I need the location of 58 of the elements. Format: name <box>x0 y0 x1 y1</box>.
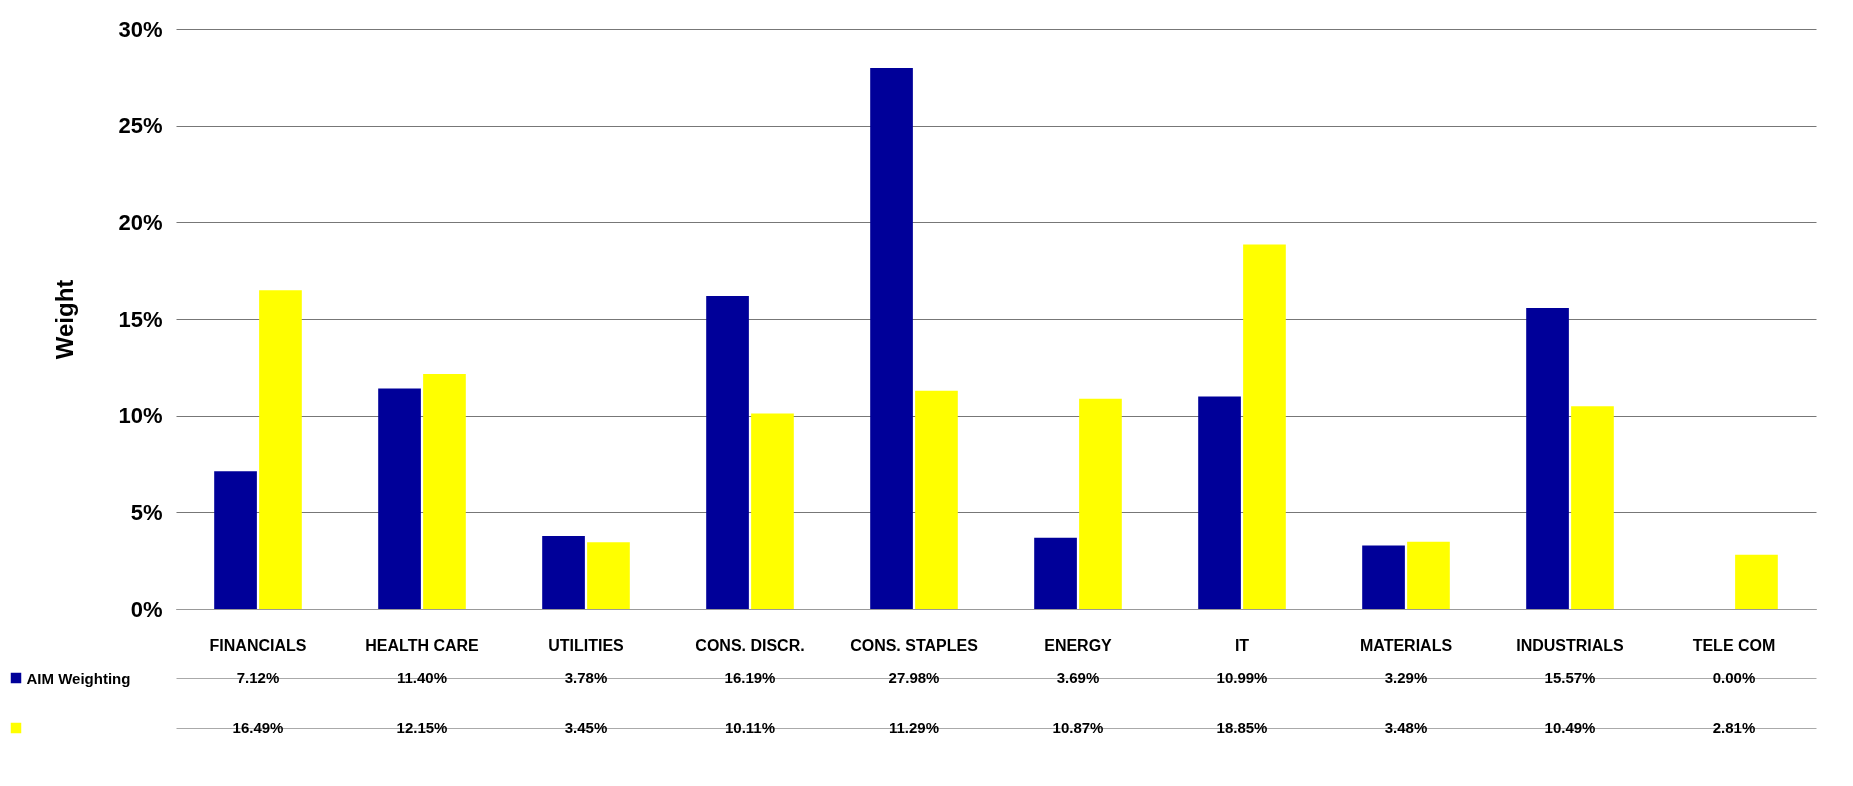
y-tick-label: 0% <box>130 596 163 622</box>
data-label: 16.49% <box>232 719 284 736</box>
data-label: 3.48% <box>1384 719 1428 736</box>
bar <box>214 471 257 609</box>
data-label: 10.87% <box>1052 719 1104 736</box>
bar <box>587 542 630 609</box>
data-label: 3.45% <box>564 719 608 736</box>
data-label: 2.81% <box>1712 719 1756 736</box>
x-tick-label: INDUSTRIALS <box>1516 636 1625 654</box>
data-label: 10.11% <box>724 719 776 736</box>
data-label: 27.98% <box>888 669 940 686</box>
y-tick-label: 30% <box>118 16 163 42</box>
y-axis-title: Weight <box>51 279 79 360</box>
data-label: 11.40% <box>396 669 448 686</box>
data-label: 3.29% <box>1384 669 1428 686</box>
bar <box>1079 398 1122 609</box>
data-label: 0.00% <box>1712 669 1756 686</box>
bar <box>1243 244 1286 609</box>
data-label: 15.57% <box>1544 669 1596 686</box>
bar <box>542 535 585 609</box>
bar <box>1735 554 1778 609</box>
x-tick-label: CONS. DISCR. <box>695 636 805 654</box>
y-tick-label: 20% <box>118 209 163 235</box>
x-tick-label: MATERIALS <box>1359 636 1453 654</box>
x-tick-label: IT <box>1234 636 1250 654</box>
x-tick-label: ENERGY <box>1044 636 1113 654</box>
data-label: 12.15% <box>396 719 448 736</box>
data-label: 10.49% <box>1544 719 1596 736</box>
x-tick-label: HEALTH CARE <box>365 636 480 654</box>
data-label: 3.78% <box>564 669 608 686</box>
bar <box>259 290 302 609</box>
bar <box>706 295 749 609</box>
bar <box>1407 541 1450 609</box>
y-tick-label: 5% <box>130 499 163 525</box>
data-label: 16.19% <box>724 669 776 686</box>
bar <box>423 374 466 609</box>
bar <box>1362 545 1405 609</box>
bar <box>1034 537 1077 609</box>
bar <box>751 413 794 609</box>
bar <box>1571 406 1614 609</box>
bar <box>915 390 958 609</box>
x-tick-label: FINANCIALS <box>209 636 307 654</box>
x-tick-label: UTILITIES <box>548 636 625 654</box>
bar <box>1526 307 1569 609</box>
data-label: 18.85% <box>1216 719 1268 736</box>
y-tick-label: 10% <box>118 403 163 429</box>
bar <box>1198 396 1241 609</box>
x-tick-label: CONS. STAPLES <box>850 636 979 654</box>
data-label: 11.29% <box>888 719 940 736</box>
x-tick-label: TELE COM <box>1692 636 1776 654</box>
y-tick-label: 15% <box>118 306 163 332</box>
data-label: 7.12% <box>236 669 280 686</box>
bar <box>870 68 913 609</box>
data-label: 3.69% <box>1056 669 1100 686</box>
bar <box>378 388 421 609</box>
y-tick-label: 25% <box>118 113 163 139</box>
data-label: 10.99% <box>1216 669 1268 686</box>
legend-label: AIM Weighting <box>26 669 131 687</box>
